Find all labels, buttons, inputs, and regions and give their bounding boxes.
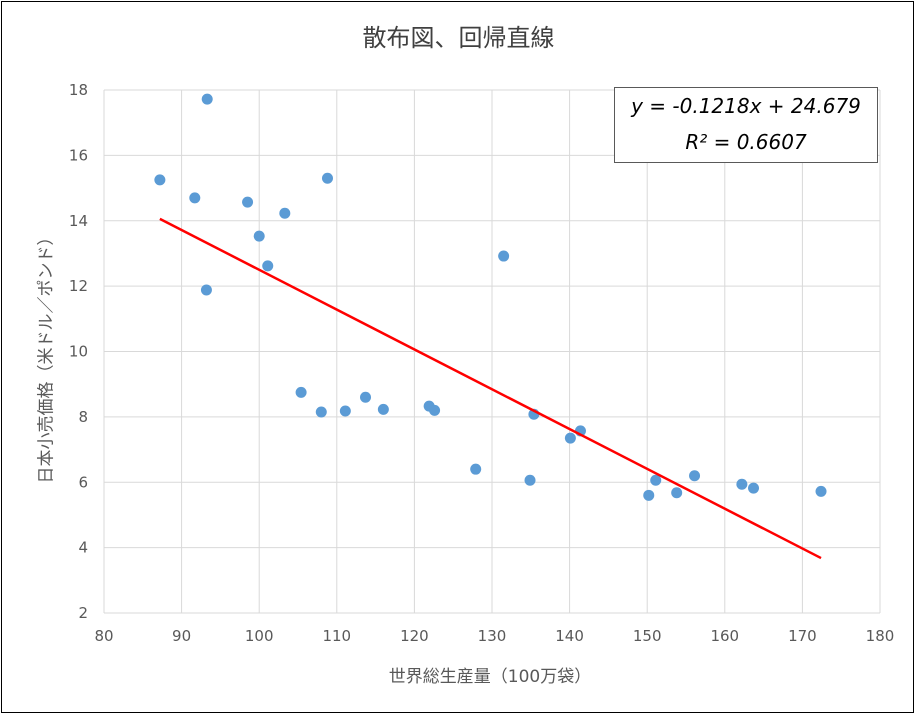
y-tick-label: 2 bbox=[78, 604, 88, 622]
data-point bbox=[339, 405, 351, 417]
y-tick-label: 6 bbox=[78, 473, 88, 491]
y-tick-label: 8 bbox=[78, 408, 88, 426]
data-point bbox=[154, 174, 166, 186]
x-tick-label: 120 bbox=[400, 627, 429, 645]
data-point bbox=[189, 192, 201, 204]
regression-equation-box: y = -0.1218x + 24.679 R² = 0.6607 bbox=[614, 87, 878, 163]
x-tick-label: 130 bbox=[478, 627, 507, 645]
data-points bbox=[154, 93, 827, 501]
regression-equation: y = -0.1218x + 24.679 bbox=[631, 94, 861, 118]
data-point bbox=[360, 391, 372, 403]
x-axis-label: 世界総生産量（100万袋） bbox=[388, 667, 592, 687]
x-tick-label: 90 bbox=[172, 627, 191, 645]
x-tick-label: 160 bbox=[710, 627, 739, 645]
data-point bbox=[262, 260, 274, 272]
x-tick-labels: 80 90 100 110 120 130 140 150 160 170 180 bbox=[94, 627, 894, 645]
data-point bbox=[429, 404, 441, 416]
data-point bbox=[242, 196, 254, 208]
y-tick-label: 18 bbox=[69, 81, 88, 99]
y-tick-label: 10 bbox=[69, 343, 88, 361]
data-point bbox=[643, 489, 655, 501]
trendline bbox=[159, 217, 822, 560]
data-point bbox=[671, 487, 683, 499]
y-tick-label: 12 bbox=[69, 277, 88, 295]
x-tick-label: 140 bbox=[555, 627, 584, 645]
y-tick-label: 16 bbox=[69, 146, 88, 164]
x-tick-label: 170 bbox=[788, 627, 817, 645]
data-point bbox=[650, 474, 662, 486]
data-point bbox=[524, 474, 536, 486]
data-point bbox=[295, 386, 307, 398]
x-tick-label: 100 bbox=[245, 627, 274, 645]
x-tick-label: 180 bbox=[866, 627, 895, 645]
data-point bbox=[815, 485, 827, 497]
y-tick-label: 4 bbox=[78, 539, 88, 557]
data-point bbox=[689, 470, 701, 482]
y-tick-labels: 2 4 6 8 10 12 14 16 18 bbox=[69, 81, 88, 622]
data-point bbox=[200, 284, 212, 296]
y-tick-label: 14 bbox=[69, 212, 88, 230]
data-point bbox=[253, 230, 265, 242]
data-point bbox=[748, 482, 760, 494]
data-point bbox=[564, 432, 576, 444]
data-point bbox=[377, 403, 389, 415]
data-point bbox=[279, 207, 291, 219]
chart-title: 散布図、回帰直線 bbox=[362, 24, 555, 52]
data-point bbox=[736, 478, 748, 490]
x-tick-label: 80 bbox=[94, 627, 113, 645]
data-point bbox=[470, 463, 482, 475]
data-point bbox=[498, 250, 510, 262]
r-squared: R² = 0.6607 bbox=[685, 130, 807, 154]
data-point bbox=[321, 172, 333, 184]
data-point bbox=[315, 406, 327, 418]
x-tick-label: 150 bbox=[633, 627, 662, 645]
x-tick-label: 110 bbox=[322, 627, 351, 645]
gridlines bbox=[103, 89, 881, 614]
data-point bbox=[201, 93, 213, 105]
